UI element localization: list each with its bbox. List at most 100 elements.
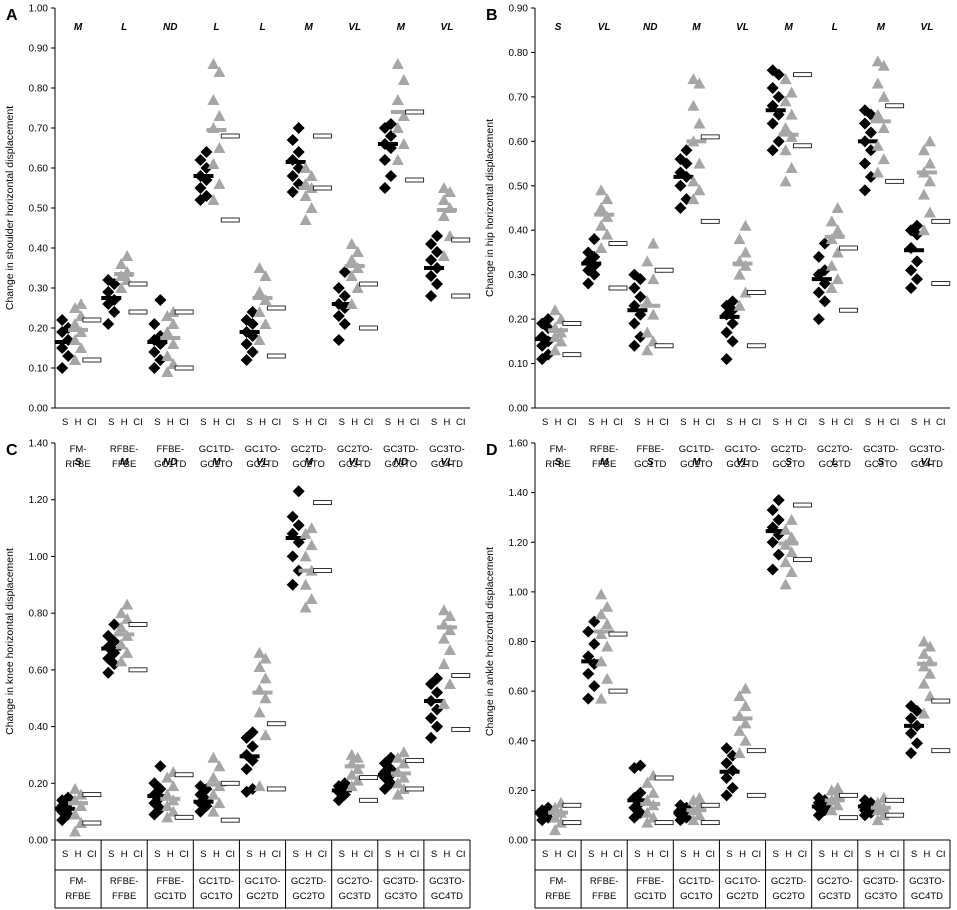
data-point-h (601, 193, 614, 205)
data-point-h (601, 640, 614, 652)
data-point-h (831, 273, 844, 285)
ci-bar (174, 309, 194, 315)
median-bar-s (535, 810, 556, 815)
series-sub-label: CI (225, 849, 235, 860)
ci-bar (313, 133, 332, 139)
data-point-h (595, 608, 608, 620)
ci-bar (562, 321, 582, 326)
data-point-h (69, 302, 82, 313)
data-point-s (62, 350, 75, 362)
median-bar-s (193, 799, 214, 804)
y-tick-label: 1.00 (29, 552, 49, 563)
data-point-s (286, 170, 299, 182)
data-point-s (56, 814, 69, 827)
data-point-h (121, 598, 134, 610)
data-point-s (674, 179, 687, 192)
data-point-h (115, 655, 128, 667)
data-point-h (437, 604, 450, 616)
category-group: M S H CI GC1TD- GC1TO (673, 457, 720, 908)
y-tick-label: 1.60 (509, 439, 529, 450)
y-tick-label: 0.30 (29, 284, 49, 295)
ci-bar (359, 281, 378, 287)
y-tick-label: 0.00 (29, 836, 49, 847)
data-point-s (425, 290, 438, 302)
median-bar-s (904, 723, 925, 728)
data-point-h (391, 58, 404, 69)
median-bar-s (331, 302, 352, 306)
data-point-h (923, 640, 936, 652)
data-point-h (351, 751, 364, 763)
data-point-s (720, 326, 733, 339)
data-point-s (431, 672, 444, 685)
data-point-s (582, 667, 595, 680)
category-label: GC3TO (385, 891, 418, 902)
significance-label: M (692, 22, 701, 33)
data-point-h (923, 135, 936, 147)
data-point-h (641, 816, 654, 828)
ci-bar (174, 814, 194, 820)
data-point-h (207, 771, 220, 783)
category-group: M S H CI GC2TD- GC2TO (285, 457, 333, 908)
significance-label: VL (441, 457, 454, 468)
data-point-h (259, 318, 272, 329)
data-point-h (213, 142, 226, 153)
data-point-h (641, 806, 654, 818)
data-point-s (240, 763, 253, 776)
data-point-s (62, 791, 75, 804)
series-sub-label: H (831, 849, 838, 860)
data-point-s (588, 637, 601, 650)
category-label: GC2TO- (337, 444, 373, 455)
series-sub-label: S (911, 417, 917, 428)
series-sub-label: S (154, 417, 160, 428)
ci-bar (562, 820, 582, 826)
significance-label: VL (921, 22, 934, 33)
category-label: RFBE (65, 459, 90, 470)
ci-bar (405, 758, 425, 763)
series-sub-label: CI (613, 417, 623, 428)
data-point-s (726, 295, 739, 308)
data-point-s (338, 266, 351, 278)
data-point-h (69, 782, 82, 794)
category-label: RFBE- (590, 876, 619, 887)
series-sub-label: CI (87, 849, 97, 860)
data-point-h (161, 811, 174, 823)
data-point-h (213, 110, 226, 121)
series-sub-label: S (588, 417, 594, 428)
series-sub-label: CI (179, 849, 189, 860)
category-group: L S H CI GC1TO- GC2TD (239, 22, 286, 470)
category-label: GC2TD (246, 891, 278, 902)
series-sub-label: CI (936, 849, 946, 860)
category-label: GC2TD- (291, 444, 326, 455)
significance-label: S (555, 22, 562, 33)
series-sub-label: CI (798, 417, 808, 428)
median-bar-s (765, 529, 786, 534)
data-point-h (345, 238, 358, 249)
category-label: FFBE (592, 459, 616, 470)
series-sub-label: S (385, 849, 391, 860)
data-point-h (345, 768, 358, 780)
y-tick-label: 1.00 (509, 587, 529, 598)
data-point-s (628, 282, 641, 294)
ci-bar (654, 267, 674, 273)
median-bar-s (239, 754, 260, 759)
data-point-s (194, 182, 207, 194)
series-sub-label: H (924, 417, 931, 428)
data-point-h (121, 646, 134, 658)
series-sub-label: S (339, 417, 345, 428)
data-point-h (305, 170, 318, 181)
ci-bar (700, 134, 720, 140)
ci-bar (700, 218, 720, 224)
ci-bar (746, 290, 766, 295)
data-point-h (345, 254, 358, 265)
series-sub-label: CI (318, 849, 328, 860)
category-label: FFBE- (157, 876, 184, 887)
y-tick-label: 0.50 (509, 181, 529, 192)
data-point-s (911, 255, 924, 268)
panel-letter: A (6, 7, 18, 24)
data-point-s (338, 777, 351, 790)
data-point-h (877, 59, 890, 71)
median-bar-h (916, 170, 937, 175)
series-sub-label: CI (752, 417, 762, 428)
data-point-h (437, 210, 450, 221)
